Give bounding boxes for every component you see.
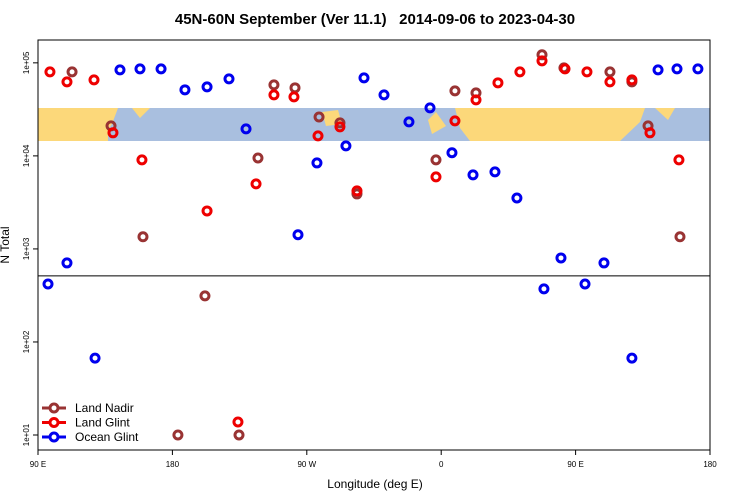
point — [136, 154, 148, 166]
point — [42, 278, 54, 290]
point — [232, 416, 244, 428]
point — [292, 229, 304, 241]
point — [559, 63, 571, 75]
point — [492, 77, 504, 89]
point — [252, 152, 264, 164]
x-tick-label: 180 — [703, 460, 717, 469]
point — [424, 102, 436, 114]
point — [604, 76, 616, 88]
point — [652, 64, 664, 76]
x-tick-label: 180 — [166, 460, 180, 469]
point — [449, 115, 461, 127]
point — [626, 352, 638, 364]
x-tick-label: 90 W — [297, 460, 316, 469]
point — [467, 169, 479, 181]
point — [240, 123, 252, 135]
point — [644, 127, 656, 139]
x-tick-label: 0 — [439, 460, 444, 469]
legend-marker — [48, 431, 60, 443]
point — [61, 257, 73, 269]
y-tick-label: 1e+04 — [22, 144, 31, 167]
x-axis-label: Longitude (deg E) — [327, 477, 422, 491]
point — [489, 166, 501, 178]
chart-title: 45N-60N September (Ver 11.1) 2014-09-06 … — [175, 11, 575, 28]
point — [674, 231, 686, 243]
point — [312, 130, 324, 142]
point — [233, 429, 245, 441]
point — [172, 429, 184, 441]
plot-frame — [37, 39, 711, 451]
point — [673, 154, 685, 166]
point — [358, 72, 370, 84]
point — [155, 63, 167, 75]
point — [579, 278, 591, 290]
point — [351, 185, 363, 197]
point — [107, 127, 119, 139]
point — [626, 74, 638, 86]
point — [311, 157, 323, 169]
point — [199, 290, 211, 302]
point — [250, 178, 262, 190]
point — [114, 64, 126, 76]
point — [334, 121, 346, 133]
point — [604, 66, 616, 78]
point — [61, 76, 73, 88]
x-tick-label: 90 E — [30, 460, 46, 469]
point — [137, 231, 149, 243]
point — [581, 66, 593, 78]
point — [598, 257, 610, 269]
legend-label: Land Nadir — [75, 401, 134, 415]
point — [313, 111, 325, 123]
point — [334, 117, 346, 129]
y-tick-label: 1e+01 — [22, 423, 31, 446]
point — [268, 79, 280, 91]
point — [88, 74, 100, 86]
point — [378, 89, 390, 101]
point — [44, 66, 56, 78]
y-tick-label: 1e+03 — [22, 237, 31, 260]
point — [179, 84, 191, 96]
point — [671, 63, 683, 75]
point — [514, 66, 526, 78]
point — [340, 140, 352, 152]
point — [223, 73, 235, 85]
y-axis-label: N Total — [0, 226, 12, 263]
point — [470, 94, 482, 106]
point — [511, 192, 523, 204]
point — [430, 171, 442, 183]
map-band — [38, 108, 710, 141]
point — [430, 154, 442, 166]
legend-marker — [48, 402, 60, 414]
point — [201, 205, 213, 217]
point — [536, 55, 548, 67]
point — [403, 116, 415, 128]
legend-label: Land Glint — [75, 416, 130, 430]
point — [134, 63, 146, 75]
x-tick-label: 90 E — [567, 460, 583, 469]
point — [89, 352, 101, 364]
legend-label: Ocean Glint — [75, 430, 139, 444]
point — [66, 66, 78, 78]
point — [289, 82, 301, 94]
point — [288, 91, 300, 103]
point — [268, 89, 280, 101]
point — [692, 63, 704, 75]
point — [536, 49, 548, 61]
point — [201, 81, 213, 93]
y-tick-label: 1e+02 — [22, 330, 31, 353]
point — [538, 283, 550, 295]
point — [449, 85, 461, 97]
y-tick-label: 1e+05 — [22, 51, 31, 74]
point — [446, 147, 458, 159]
legend-marker — [48, 417, 60, 428]
point — [555, 252, 567, 264]
